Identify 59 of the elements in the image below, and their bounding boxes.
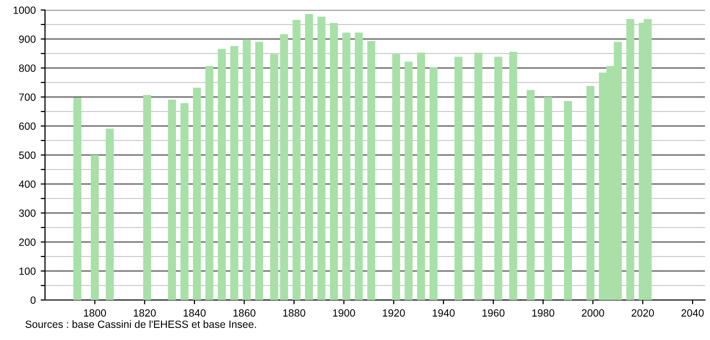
bar	[106, 128, 114, 300]
bar	[430, 67, 438, 300]
bar	[564, 101, 572, 300]
bar	[218, 48, 226, 300]
bar	[168, 100, 176, 300]
bar	[404, 62, 413, 300]
y-tick-label: 1000	[14, 6, 36, 14]
bar	[317, 16, 326, 300]
x-tick-label: 1960	[482, 309, 504, 317]
bar	[230, 46, 238, 300]
bar	[354, 32, 363, 300]
bar	[330, 23, 338, 300]
y-tick-label: 600	[19, 122, 36, 130]
bar	[392, 54, 400, 300]
y-tick-label: 300	[18, 210, 36, 217]
bar	[367, 41, 376, 300]
x-tick-label: 1860	[233, 309, 256, 317]
x-tick-label: 1820	[134, 309, 156, 317]
x-tick-label: 1880	[283, 309, 306, 317]
x-tick-label: 2020	[632, 309, 654, 317]
bar	[509, 52, 518, 300]
bar	[474, 52, 482, 300]
y-tick-label: 400	[18, 180, 36, 188]
bar	[73, 98, 82, 300]
bar	[626, 18, 634, 300]
bar	[586, 86, 594, 300]
source-note: Sources : base Cassini de l'EHESS et base Insee.	[25, 320, 256, 328]
y-tick-label: 500	[19, 152, 36, 159]
bar	[90, 155, 99, 300]
bar	[180, 103, 188, 300]
bar	[192, 88, 201, 300]
x-tick-label: 1980	[532, 309, 554, 317]
bar	[205, 66, 214, 300]
y-tick-label: 0	[30, 296, 36, 304]
bar	[342, 32, 350, 300]
x-tick-label: 1840	[184, 309, 206, 317]
x-tick-label: 2040	[681, 309, 704, 317]
bar	[526, 90, 535, 300]
bar	[242, 39, 251, 300]
bar	[143, 94, 152, 300]
y-tick-label: 200	[19, 238, 36, 246]
bar	[270, 54, 278, 300]
x-tick-label: 1920	[382, 309, 405, 317]
x-tick-label: 1900	[333, 309, 356, 317]
bar	[292, 20, 301, 300]
bar	[417, 52, 426, 300]
bar	[305, 14, 313, 300]
bar	[280, 34, 288, 300]
y-tick-label: 700	[19, 94, 36, 101]
bar	[255, 42, 264, 300]
bar	[494, 56, 502, 300]
x-tick-label: 1940	[432, 309, 455, 317]
y-tick-label: 900	[19, 36, 36, 43]
bar	[454, 56, 462, 300]
y-tick-label: 100	[19, 268, 36, 275]
y-tick-label: 800	[19, 64, 36, 72]
x-tick-label: 1800	[84, 309, 106, 317]
bar	[544, 97, 552, 300]
x-tick-label: 2000	[582, 309, 604, 317]
